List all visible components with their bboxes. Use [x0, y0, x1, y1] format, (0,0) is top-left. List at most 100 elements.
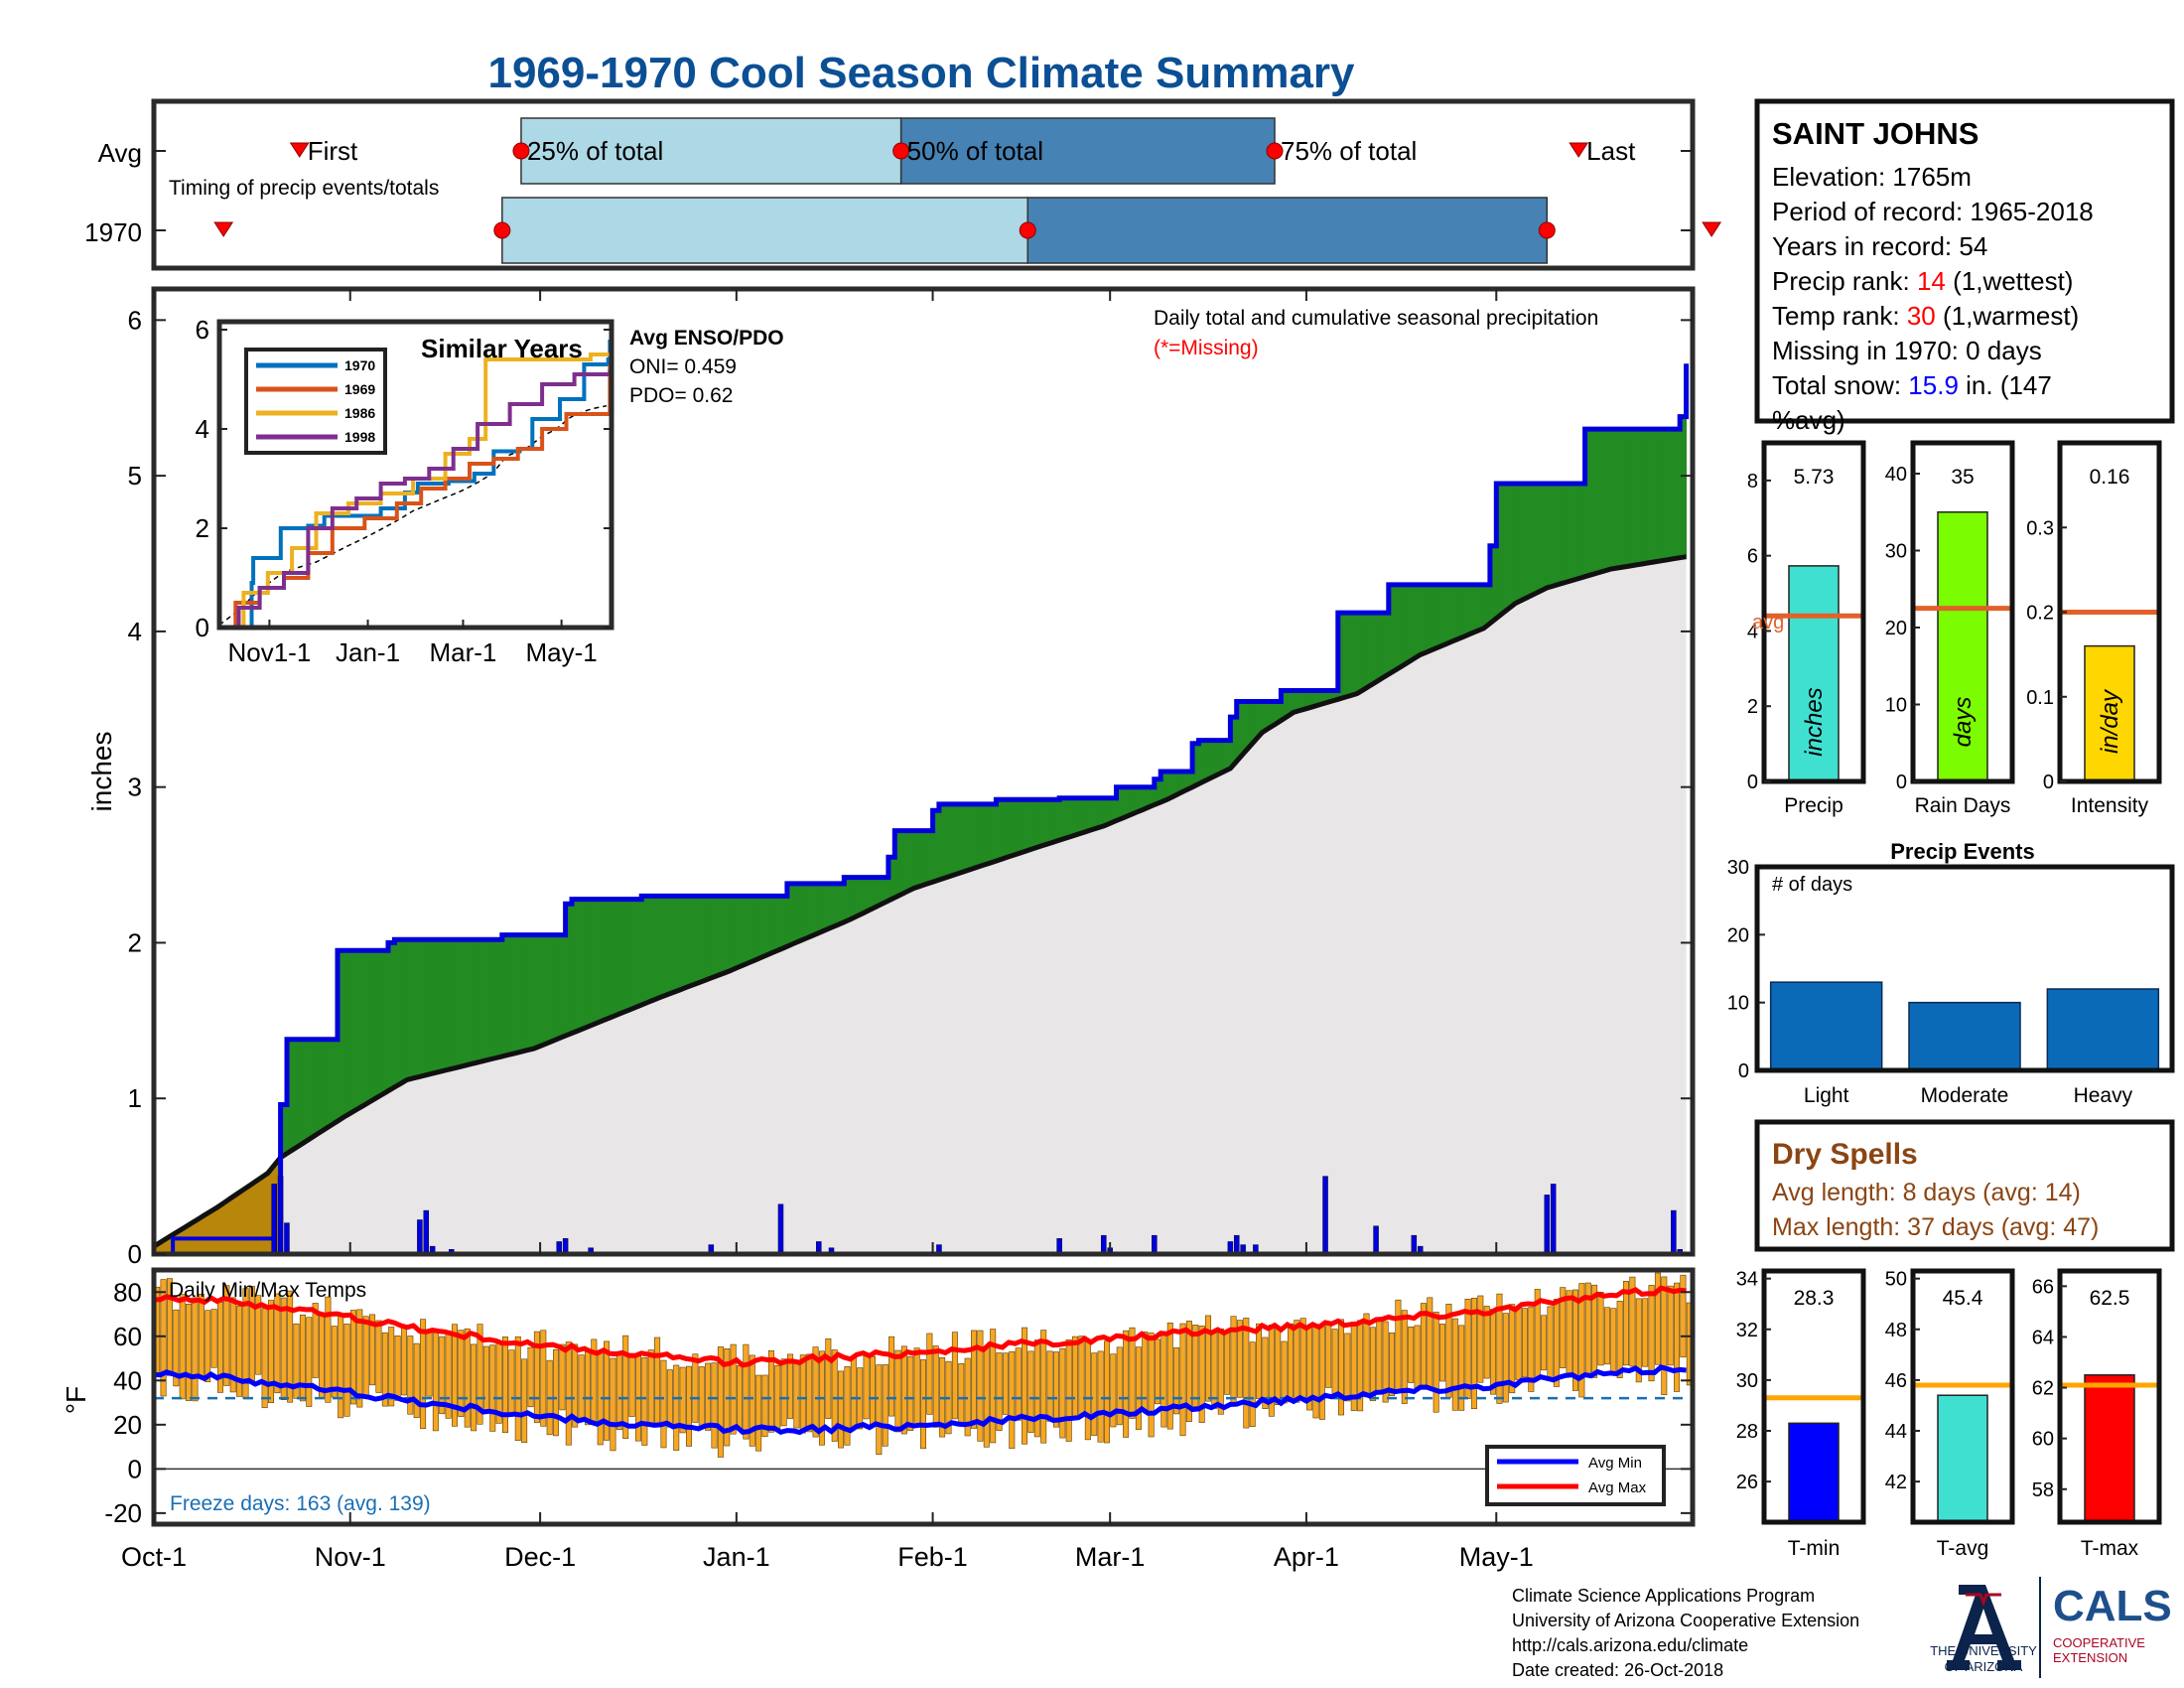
precip-surplus-strip — [1249, 701, 1257, 744]
coop-line-2: EXTENSION — [2053, 1650, 2127, 1665]
daily-temp-bar — [1027, 1350, 1034, 1433]
precip-surplus-strip — [1172, 772, 1180, 795]
precip-surplus-strip — [571, 899, 579, 1033]
daily-temp-bar — [1281, 1340, 1288, 1404]
precip-surplus-strip — [546, 934, 554, 1043]
daily-temp-bar — [1148, 1333, 1155, 1438]
precip-surplus-strip — [1376, 613, 1383, 680]
precip-surplus-strip — [1363, 613, 1371, 688]
precip-surplus-strip — [527, 934, 535, 1050]
daily-temp-bar — [641, 1357, 648, 1446]
precip-events-bars: Light Moderate Heavy 0 10 20 30 — [1727, 857, 2160, 1107]
precip-surplus-strip — [1445, 584, 1453, 643]
coop-line-1: COOPERATIVE — [2053, 1635, 2145, 1650]
daily-temp-bar — [1224, 1330, 1231, 1395]
daily-temp-bar — [268, 1300, 274, 1404]
precip-surplus-strip — [584, 899, 592, 1028]
temperature-bar-panels: 26 28 30 32 34 28.3 T-min 42 44 46 48 50 45.4 T-avg 58… — [1736, 1268, 2162, 1560]
daily-temp-bar — [1337, 1319, 1344, 1416]
daily-temp-bar — [666, 1369, 673, 1428]
daily-temp-bar — [1065, 1338, 1072, 1442]
dry-spells-box: Dry Spells Avg length: 8 days (avg: 14) … — [1754, 1119, 2175, 1252]
precip-surplus-strip — [983, 803, 991, 865]
daily-temp-bar — [173, 1309, 180, 1387]
temp-summary-t-min-ytick-label: 34 — [1736, 1269, 1758, 1291]
daily-precip-bar — [1322, 1176, 1328, 1255]
precip-surplus-strip — [552, 934, 560, 1041]
precip-surplus-strip — [1217, 740, 1225, 774]
precip-surplus-strip — [388, 942, 395, 1089]
daily-temp-bar — [1680, 1274, 1687, 1358]
precip-surplus-strip — [1661, 429, 1668, 561]
daily-temp-bar — [527, 1346, 534, 1408]
daily-temp-bar — [1022, 1327, 1028, 1445]
precip-surplus-strip — [1560, 483, 1567, 584]
daily-temp-bar — [850, 1356, 857, 1429]
daily-temp-bar — [869, 1355, 876, 1425]
daily-temp-bar — [1509, 1304, 1516, 1394]
ua-line-1: THE UNIVERSITY — [1930, 1643, 2037, 1658]
daily-temp-bar — [920, 1359, 926, 1450]
daily-temp-bar — [900, 1345, 907, 1435]
precip-surplus-strip — [1179, 772, 1187, 792]
month-label: Nov-1 — [315, 1542, 386, 1572]
daily-temp-bar — [477, 1324, 483, 1425]
daily-temp-bar — [913, 1347, 920, 1428]
precip-surplus-strip — [1236, 701, 1244, 759]
precip-surplus-strip — [1268, 701, 1276, 727]
daily-temp-bar — [533, 1331, 540, 1424]
daily-temp-bar — [553, 1348, 560, 1437]
inset-frame — [216, 319, 614, 631]
temp-summary-t-max-ytick-label: 62 — [2032, 1378, 2054, 1400]
summary-rain-days-ytick-label: 20 — [1885, 618, 1907, 639]
daily-precip-bar — [417, 1219, 423, 1255]
precip-surplus-strip — [1414, 584, 1422, 657]
footer-line-2: University of Arizona Cooperative Extens… — [1512, 1611, 1859, 1630]
precip-surplus-strip — [1154, 778, 1161, 804]
daily-temp-bar — [565, 1341, 572, 1446]
daily-temp-bar — [831, 1349, 838, 1442]
daily-temp-bar — [806, 1353, 813, 1433]
temp-summary-t-max-bar — [2084, 1374, 2135, 1523]
precip-events-ytick-label: 20 — [1727, 924, 1749, 946]
daily-temp-bar — [1135, 1346, 1142, 1431]
summary-rain-days-label: Rain Days — [1915, 794, 2011, 817]
station-frame — [1754, 98, 2175, 424]
precip-events-subtitle: # of days — [1772, 874, 1852, 896]
daily-temp-bar — [737, 1365, 744, 1431]
summary-precip-ytick-label: 8 — [1747, 471, 1758, 492]
daily-temp-bar — [1331, 1329, 1338, 1399]
precip-surplus-strip — [1388, 584, 1396, 673]
precip-surplus-strip — [394, 939, 402, 1086]
precip-surplus-strip — [1401, 584, 1409, 665]
precip-surplus-strip — [1331, 690, 1339, 701]
daily-temp-bar — [711, 1362, 718, 1449]
daily-temp-bar — [1211, 1330, 1218, 1409]
precip-surplus-strip — [1002, 799, 1010, 858]
precip-event-bar-heavy — [2046, 988, 2160, 1071]
precip-surplus-strip — [1129, 786, 1137, 814]
daily-precip-bar — [423, 1209, 430, 1255]
inset-legend-label: 1970 — [344, 357, 375, 373]
precip-surplus-strip — [679, 896, 687, 989]
precip-surplus-strip — [1483, 584, 1491, 627]
precip-deficit-strip — [216, 1204, 224, 1254]
precip-surplus-strip — [451, 939, 459, 1068]
first-last-marker — [289, 142, 310, 158]
precip-surplus-strip — [368, 950, 376, 1101]
precip-surplus-strip — [591, 899, 598, 1025]
inset-title: Similar Years — [421, 334, 583, 363]
percentile-marker — [1266, 142, 1284, 160]
precip-surplus-strip — [970, 803, 978, 869]
daily-temp-bar — [622, 1335, 629, 1439]
daily-temp-bar — [255, 1295, 262, 1375]
temp-summary-t-avg-ytick-label: 48 — [1885, 1320, 1907, 1341]
precip-surplus-strip — [1059, 797, 1066, 840]
daily-temp-bar — [863, 1354, 870, 1420]
precip-deficit-strip — [154, 1244, 161, 1254]
main-ytick-label: 5 — [128, 461, 142, 491]
main-ytick-label: 6 — [128, 305, 142, 335]
inset-xtick-label: Nov1-1 — [227, 637, 311, 667]
precip-surplus-strip — [419, 939, 427, 1076]
daily-temp-bar — [280, 1297, 287, 1401]
